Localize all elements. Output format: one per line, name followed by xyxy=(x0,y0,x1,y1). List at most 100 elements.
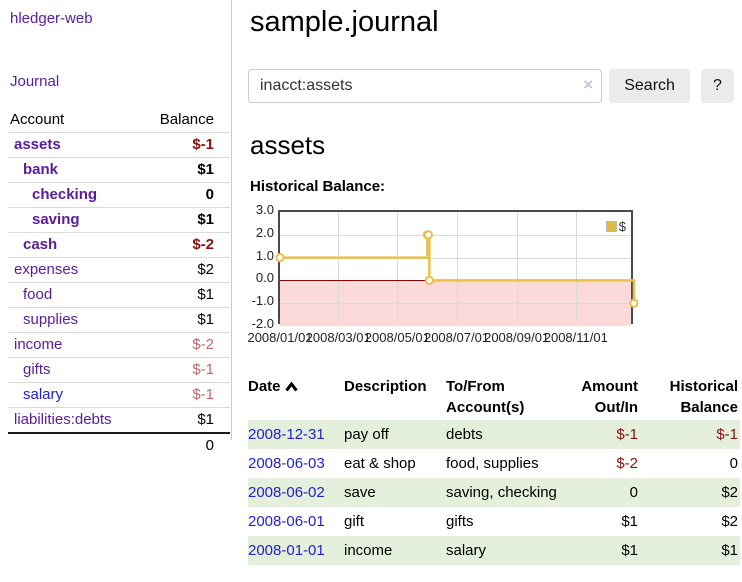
gridline xyxy=(456,212,458,322)
data-point-marker xyxy=(275,253,285,263)
register-balance: $2 xyxy=(721,484,738,501)
register-header-amount: Amount Out/In xyxy=(581,378,638,416)
account-row: gifts $-1 xyxy=(8,357,230,383)
balance-line-series xyxy=(275,230,639,308)
register-balance: $2 xyxy=(721,513,738,530)
y-axis-tick-label: 1.0 xyxy=(255,247,274,263)
search-box: × xyxy=(248,69,603,103)
register-date-link[interactable]: 2008-06-02 xyxy=(248,484,325,501)
sidebar-account-link[interactable]: saving xyxy=(32,211,80,228)
search-button[interactable]: Search xyxy=(609,69,690,103)
x-axis-tick-label: 2008/03/01 xyxy=(305,330,371,345)
account-balance: $-2 xyxy=(192,336,214,353)
sidebar-account-link[interactable]: checking xyxy=(32,186,98,203)
account-balance: $1 xyxy=(197,211,214,228)
sidebar-account-link[interactable]: income xyxy=(14,336,63,353)
account-balance: $-1 xyxy=(192,361,214,378)
register-header-date[interactable]: Date xyxy=(248,374,344,420)
account-balance: $1 xyxy=(197,411,214,428)
register-amount: 0 xyxy=(629,484,638,501)
register-header-balance: Historical Balance xyxy=(669,378,738,416)
register-description: income xyxy=(344,542,393,559)
account-row: expenses $2 xyxy=(8,257,230,283)
register-accounts: gifts xyxy=(446,513,474,530)
app-title-link[interactable]: hledger-web xyxy=(10,10,93,27)
account-balance: $-2 xyxy=(192,236,214,253)
register-header-row: Date Description To/From Account(s) Amou… xyxy=(248,374,740,420)
account-balance: $-1 xyxy=(192,386,214,403)
accounts-header-balance: Balance xyxy=(159,111,214,128)
register-row: 2008-01-01 income salary $1 $1 xyxy=(248,536,740,565)
sidebar-account-link[interactable]: bank xyxy=(23,161,59,178)
register-amount: $-1 xyxy=(616,426,638,443)
legend-swatch-icon xyxy=(605,221,617,232)
x-axis-tick-label: 2008/09/01 xyxy=(484,330,550,345)
account-row: assets $-1 xyxy=(8,132,230,158)
sort-ascending-icon xyxy=(284,381,298,392)
register-accounts: food, supplies xyxy=(446,455,539,472)
register-header-description: Description xyxy=(344,378,427,395)
data-point-marker xyxy=(423,230,433,240)
register-row: 2008-12-31 pay off debts $-1 $-1 xyxy=(248,420,740,449)
register-balance: $1 xyxy=(721,542,738,559)
sidebar-account-link[interactable]: supplies xyxy=(23,311,79,328)
account-row: saving $1 xyxy=(8,207,230,233)
sidebar-account-link[interactable]: gifts xyxy=(23,361,51,378)
register-header-accounts: To/From Account(s) xyxy=(446,378,525,416)
sidebar-account-link[interactable]: liabilities:debts xyxy=(14,411,112,428)
x-axis-tick-label: 2008/11/01 xyxy=(543,330,608,345)
x-axis-tick-label: 2008/01/01 xyxy=(247,330,313,345)
register-date-link[interactable]: 2008-01-01 xyxy=(248,542,325,559)
y-axis-tick-label: -2.0 xyxy=(251,316,274,331)
help-button[interactable]: ? xyxy=(700,69,734,103)
register-description: gift xyxy=(344,513,365,530)
sidebar-account-link[interactable]: cash xyxy=(23,236,58,253)
gridline xyxy=(516,212,518,322)
sidebar-account-link[interactable]: expenses xyxy=(14,261,79,278)
account-balance: $1 xyxy=(197,311,214,328)
chart-plot-area: $ xyxy=(275,210,639,326)
clear-search-icon[interactable]: × xyxy=(583,75,594,94)
register-amount: $1 xyxy=(621,513,638,530)
sidebar-item-journal[interactable]: Journal xyxy=(10,73,60,90)
register-description: pay off xyxy=(344,426,389,443)
sidebar-account-link[interactable]: salary xyxy=(23,386,64,403)
chart-legend: $ xyxy=(605,219,626,234)
register-row: 2008-06-02 save saving, checking 0 $2 xyxy=(248,478,740,507)
sidebar-account-link[interactable]: assets xyxy=(14,136,61,153)
y-axis-tick-label: 2.0 xyxy=(255,224,274,240)
register-row: 2008-06-01 gift gifts $1 $2 xyxy=(248,507,740,536)
gridline xyxy=(575,212,577,322)
register-table: Date Description To/From Account(s) Amou… xyxy=(248,374,740,565)
gridline xyxy=(397,212,399,322)
register-accounts: saving, checking xyxy=(446,484,557,501)
register-date-link[interactable]: 2008-06-01 xyxy=(248,513,325,530)
register-accounts: debts xyxy=(446,426,483,443)
register-date-link[interactable]: 2008-12-31 xyxy=(248,426,325,443)
register-balance: $-1 xyxy=(716,426,738,443)
account-balance: $1 xyxy=(197,286,214,303)
register-description: save xyxy=(344,484,376,501)
legend-label: $ xyxy=(618,219,626,234)
historical-balance-chart: $ 3.0 2.0 1.0 0.0 -1.0 -2.0 2008/01/01 2008/03/… xyxy=(247,202,734,350)
account-row: supplies $1 xyxy=(8,307,230,333)
accounts-table: Account Balance assets $-1 bank $1 checking 0… xyxy=(8,108,230,458)
account-row: liabilities:debts $1 xyxy=(8,407,230,434)
account-row: salary $-1 xyxy=(8,382,230,408)
register-row: 2008-06-03 eat & shop food, supplies $-2 0 xyxy=(248,449,740,478)
gridline xyxy=(280,303,631,305)
account-balance: 0 xyxy=(205,186,214,203)
account-heading: assets xyxy=(250,130,326,160)
account-balance: $2 xyxy=(197,261,214,278)
chart-title: Historical Balance: xyxy=(250,178,386,195)
account-row: checking 0 xyxy=(8,182,230,208)
register-date-link[interactable]: 2008-06-03 xyxy=(248,455,325,472)
register-balance: 0 xyxy=(729,455,738,472)
page-title: sample.journal xyxy=(250,6,439,38)
data-point-marker xyxy=(629,298,639,308)
sidebar-account-link[interactable]: food xyxy=(23,286,53,303)
account-row: food $1 xyxy=(8,282,230,308)
search-input[interactable] xyxy=(248,69,603,103)
accounts-total-balance: 0 xyxy=(205,437,214,454)
